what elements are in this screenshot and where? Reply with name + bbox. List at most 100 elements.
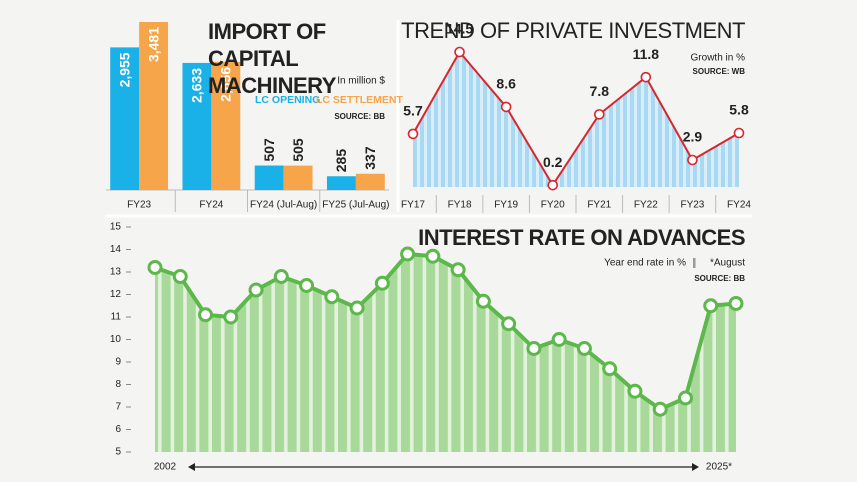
bar	[139, 22, 169, 190]
marker	[640, 71, 652, 83]
chart-title: IMPORT OF CAPITAL MACHINERY	[208, 19, 336, 98]
x-tick-label: FY17	[401, 200, 425, 211]
source: SOURCE: BB	[334, 112, 385, 121]
private-investment-chart: TREND OF PRIVATE INVESTMENT Growth in % …	[401, 18, 751, 213]
marker	[627, 383, 643, 399]
value-label: 2,656	[218, 67, 234, 102]
marker	[198, 307, 214, 323]
marker	[526, 341, 542, 356]
legend-entry: LC OPENING	[255, 94, 320, 106]
x-tick-label: FY19	[494, 200, 518, 211]
legend-entry: LC SETTLEMENT	[316, 94, 403, 106]
value-label: 0.2	[543, 154, 563, 170]
marker	[500, 101, 512, 113]
value-label: 2,633	[189, 68, 205, 103]
capital-machinery-chart: In million $ SOURCE: BB FY23 2,955 3,481 FY…	[106, 22, 403, 212]
y-tick-label: 10	[110, 334, 122, 345]
y-tick-label: 9	[115, 357, 121, 368]
marker	[475, 293, 491, 309]
x-tick-label: FY24	[727, 200, 751, 211]
marker	[687, 154, 698, 166]
bar	[283, 165, 313, 190]
x-tick-label: FY25 (Jul-Aug)	[322, 200, 389, 211]
y-tick-label: 14	[110, 244, 122, 255]
marker	[400, 246, 416, 262]
marker	[733, 127, 745, 139]
marker	[501, 316, 517, 332]
value-label: 2,955	[116, 52, 132, 87]
marker	[602, 361, 618, 377]
subtitle: In million $	[337, 76, 385, 87]
marker	[407, 128, 419, 140]
value-label: 507	[261, 138, 277, 162]
x-tick-label: FY18	[448, 200, 472, 211]
marker	[147, 260, 163, 275]
x-tick-label: 2002	[154, 462, 177, 473]
note-marker	[693, 258, 696, 268]
marker	[652, 401, 668, 417]
x-tick-label: FY24	[199, 200, 223, 211]
y-tick-label: 15	[110, 222, 122, 233]
subtitle: Growth in %	[691, 53, 746, 64]
bar	[254, 165, 284, 190]
bar	[110, 47, 140, 191]
y-tick-label: 13	[110, 267, 122, 278]
value-label: 2.9	[683, 129, 703, 145]
marker	[324, 289, 340, 305]
chart-title: INTEREST RATE ON ADVANCES	[418, 225, 745, 250]
value-label: 5.8	[729, 102, 749, 118]
marker	[299, 278, 315, 293]
note: *August	[710, 258, 745, 269]
marker	[374, 275, 390, 291]
x-tick-label: FY21	[587, 200, 611, 211]
marker	[248, 282, 264, 298]
value-label: 505	[290, 138, 306, 162]
y-tick-label: 7	[115, 402, 121, 413]
line	[412, 50, 740, 188]
interest-rate-chart: INTEREST RATE ON ADVANCES Year end rate …	[110, 222, 746, 473]
value-label: 3,481	[145, 27, 161, 62]
y-tick-label: 8	[115, 379, 121, 390]
y-tick-label: 12	[110, 289, 122, 300]
marker	[593, 109, 605, 120]
bar	[211, 61, 241, 190]
y-tick-label: 11	[111, 312, 122, 323]
marker	[450, 262, 466, 278]
x-tick-label: FY24 (Jul-Aug)	[250, 200, 317, 211]
x-tick-label: FY22	[634, 200, 658, 211]
x-tick-label: FY23	[127, 200, 151, 211]
bar	[182, 62, 212, 190]
x-tick-label: FY20	[541, 200, 565, 211]
marker	[728, 296, 744, 311]
area	[413, 52, 739, 187]
marker	[551, 332, 567, 347]
value-label: 337	[362, 146, 378, 170]
chart-title: TREND OF PRIVATE INVESTMENT	[401, 18, 745, 43]
value-label: 11.8	[633, 46, 660, 62]
area	[155, 254, 736, 452]
marker	[223, 309, 239, 325]
y-tick-label: 5	[115, 447, 121, 458]
marker	[547, 179, 559, 191]
bar	[326, 176, 356, 190]
marker	[172, 269, 188, 284]
marker	[576, 341, 592, 356]
source: SOURCE: BB	[694, 274, 745, 283]
x-tick-label: 2025*	[706, 462, 732, 473]
value-label: 14.5	[446, 21, 473, 37]
source: SOURCE: WB	[693, 67, 746, 76]
bar	[355, 173, 385, 190]
marker	[703, 298, 719, 314]
marker	[677, 390, 693, 406]
marker	[454, 46, 465, 58]
marker	[425, 248, 441, 264]
value-label: 285	[333, 149, 349, 173]
marker	[349, 300, 365, 316]
subtitle: Year end rate in %	[604, 258, 686, 269]
y-tick-label: 6	[115, 424, 121, 435]
marker	[273, 269, 289, 284]
x-tick-label: FY23	[680, 200, 704, 211]
value-label: 8.6	[496, 76, 516, 92]
